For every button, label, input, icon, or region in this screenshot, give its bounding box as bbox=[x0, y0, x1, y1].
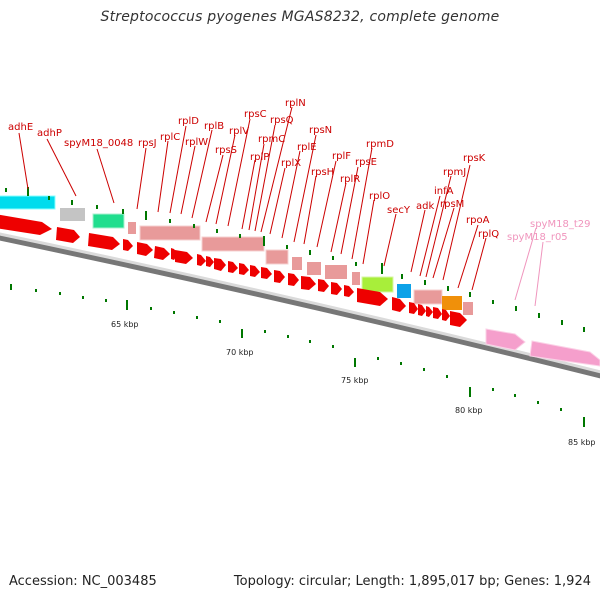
accession-text: Accession: NC_003485 bbox=[9, 574, 157, 589]
gene-label-rplO: rplO bbox=[369, 191, 390, 202]
cds-arrow-rpsS[interactable] bbox=[197, 254, 206, 266]
gene-label-rpsN: rpsN bbox=[309, 125, 332, 136]
gene-label-rplX: rplX bbox=[281, 158, 301, 169]
cds-arrow-rplC[interactable] bbox=[137, 242, 153, 256]
gene-label-rpsH: rpsH bbox=[311, 167, 334, 178]
backbone-shadow bbox=[0, 233, 600, 379]
cds-arrow-rpmC[interactable] bbox=[239, 263, 249, 275]
cds-arrow-rpsM[interactable] bbox=[433, 307, 442, 319]
gene-labels: adhE adhP spyM18_0048 rpsJ rplC rplD rpl… bbox=[8, 98, 590, 243]
cds-arrow-rplW[interactable] bbox=[171, 248, 178, 260]
cds-arrow-rpmJ[interactable] bbox=[426, 306, 433, 317]
cds-arrow-adk[interactable] bbox=[409, 302, 418, 314]
gene-label-rplE: rplE bbox=[297, 142, 317, 153]
gene-label-rpsE: rpsE bbox=[355, 157, 377, 168]
gene-label-rpsC: rpsC bbox=[244, 109, 267, 120]
feature-adhE[interactable] bbox=[0, 195, 56, 210]
cds-arrow-rplB[interactable] bbox=[175, 250, 193, 264]
cds-arrow-rpsH[interactable] bbox=[301, 276, 316, 290]
gene-label-rplN: rplN bbox=[285, 98, 306, 109]
gene-label-spyM18_0048: spyM18_0048 bbox=[64, 138, 133, 149]
gene-label-rplF: rplF bbox=[332, 151, 351, 162]
gene-label-rpsM: rpsM bbox=[440, 199, 464, 210]
cds-arrow-rplX[interactable] bbox=[274, 270, 285, 283]
backbone bbox=[0, 232, 600, 374]
cds-arrow-spyM18_0048[interactable] bbox=[88, 233, 120, 250]
feature-rplR[interactable] bbox=[307, 262, 321, 275]
cds-arrow-rplR[interactable] bbox=[331, 282, 342, 295]
cds-arrow-adhP[interactable] bbox=[56, 227, 80, 243]
feature-ribo-cluster-1[interactable] bbox=[139, 225, 201, 241]
feature-rpsJ[interactable] bbox=[128, 222, 136, 234]
scale-ticks bbox=[10, 284, 585, 427]
cds-arrow-rplF[interactable] bbox=[318, 279, 329, 292]
gene-label-adhP: adhP bbox=[37, 128, 62, 139]
scale-label-85: 85 kbp bbox=[568, 438, 596, 447]
gene-label-rplV: rplV bbox=[229, 126, 249, 137]
cds-arrow-rplN[interactable] bbox=[261, 267, 272, 279]
feature-rplO[interactable] bbox=[352, 272, 360, 285]
gene-label-rpsS: rpsS bbox=[215, 145, 237, 156]
rna-arrow-spyM18_t29[interactable] bbox=[485, 328, 526, 351]
feature-rplQ[interactable] bbox=[463, 302, 473, 315]
cds-arrow-rpsJ[interactable] bbox=[123, 239, 133, 251]
cds-arrow-secY[interactable] bbox=[392, 297, 406, 312]
feature-rpoA[interactable] bbox=[442, 296, 462, 310]
gene-label-rplC: rplC bbox=[160, 132, 180, 143]
gene-label-rplQ: rplQ bbox=[478, 229, 499, 240]
scale-label-65: 65 kbp bbox=[111, 320, 139, 329]
cds-arrow-rplV[interactable] bbox=[206, 256, 214, 267]
feature-ribo-cluster-2[interactable] bbox=[201, 236, 265, 252]
cds-arrow-rpsC[interactable] bbox=[214, 258, 226, 271]
feature-adhP[interactable] bbox=[60, 208, 85, 221]
feature-track bbox=[0, 195, 473, 315]
gene-label-rpoA: rpoA bbox=[466, 215, 490, 226]
gene-label-infA: infA bbox=[434, 186, 454, 197]
feature-adk[interactable] bbox=[397, 284, 411, 298]
gene-label-rpsK: rpsK bbox=[463, 153, 486, 164]
gene-label-rplB: rplB bbox=[204, 121, 224, 132]
cds-arrow-rplE[interactable] bbox=[288, 273, 299, 286]
scale-label-70: 70 kbp bbox=[226, 348, 254, 357]
gene-label-rpsJ: rpsJ bbox=[138, 138, 157, 149]
label-leaders bbox=[18, 106, 487, 291]
gene-label-rpsQ: rpsQ bbox=[270, 115, 294, 126]
cds-arrow-rpoA[interactable] bbox=[450, 311, 467, 327]
feature-rplF[interactable] bbox=[292, 257, 302, 270]
cds-arrow-rplO[interactable] bbox=[357, 288, 388, 306]
gene-label-adk: adk bbox=[416, 201, 434, 212]
genome-stats-text: Topology: circular; Length: 1,895,017 bp… bbox=[233, 574, 591, 589]
gene-label-adhE: adhE bbox=[8, 122, 33, 133]
gene-label-rplD: rplD bbox=[178, 116, 199, 127]
gene-label-rplP: rplP bbox=[250, 152, 269, 163]
rna-arrow-spyM18_r05[interactable] bbox=[529, 340, 600, 367]
scale-label-80: 80 kbp bbox=[455, 406, 483, 415]
cds-arrow-rpsK[interactable] bbox=[442, 309, 450, 321]
rna-leaders bbox=[514, 227, 544, 307]
feature-ribo-cluster-3[interactable] bbox=[265, 249, 289, 265]
gene-label-rpmJ: rpmJ bbox=[443, 167, 466, 178]
cds-arrows bbox=[0, 214, 467, 327]
feature-rpsE[interactable] bbox=[325, 265, 347, 279]
cds-arrow-rpsE[interactable] bbox=[344, 285, 354, 297]
map-title: Streptococcus pyogenes MGAS8232, complet… bbox=[100, 9, 500, 25]
cds-arrow-adhE[interactable] bbox=[0, 214, 52, 235]
cds-arrow-rpsQ[interactable] bbox=[250, 265, 260, 277]
rna-label-spyM18_r05: spyM18_r05 bbox=[507, 232, 568, 243]
cds-arrow-rplP[interactable] bbox=[228, 261, 238, 273]
cds-arrow-infA[interactable] bbox=[418, 304, 426, 316]
gene-label-secY: secY bbox=[387, 205, 411, 216]
cds-arrow-rplD[interactable] bbox=[154, 246, 170, 260]
feature-rpsM-cluster[interactable] bbox=[413, 289, 443, 305]
feature-spyM18_0048[interactable] bbox=[92, 213, 125, 229]
gene-label-rplR: rplR bbox=[340, 174, 360, 185]
scale-label-75: 75 kbp bbox=[341, 376, 369, 385]
gene-label-rpmC: rpmC bbox=[258, 134, 285, 145]
gene-label-rpmD: rpmD bbox=[366, 139, 394, 150]
rna-label-spyM18_t29: spyM18_t29 bbox=[530, 219, 590, 230]
gene-label-rplW: rplW bbox=[185, 137, 208, 148]
